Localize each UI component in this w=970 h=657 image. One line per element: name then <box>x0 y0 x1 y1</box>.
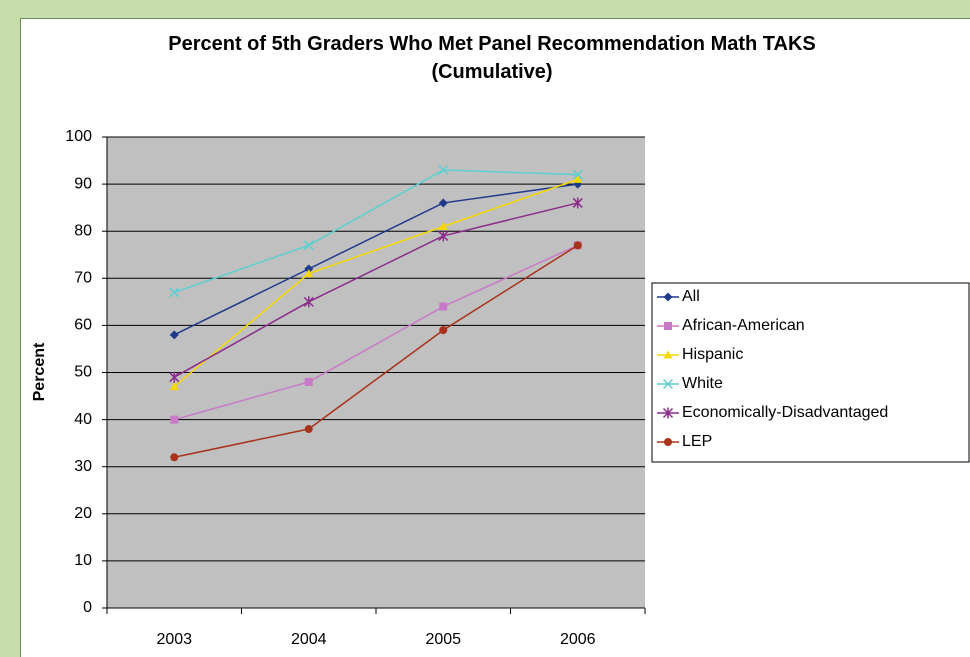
marker <box>439 326 448 335</box>
x-tick-label: 2005 <box>425 631 461 648</box>
legend-label: White <box>682 375 723 392</box>
y-tick-label: 40 <box>74 411 92 428</box>
chart-title: Percent of 5th Graders Who Met Panel Rec… <box>168 33 816 83</box>
marker <box>573 174 583 183</box>
marker <box>664 322 672 330</box>
y-tick-label: 70 <box>74 270 92 287</box>
y-tick-label: 80 <box>74 222 92 239</box>
marker <box>572 197 583 209</box>
marker <box>169 330 179 340</box>
legend-label: Economically-Disadvantaged <box>682 404 888 421</box>
legend-box <box>651 282 970 463</box>
legend-label: LEP <box>682 433 712 450</box>
y-axis-label: Percent <box>31 342 48 401</box>
marker <box>303 296 314 308</box>
marker <box>438 230 449 242</box>
marker <box>169 287 180 298</box>
marker <box>438 198 448 208</box>
marker <box>439 302 448 311</box>
marker <box>572 169 583 180</box>
marker <box>573 241 582 250</box>
y-tick-label: 20 <box>74 505 92 522</box>
y-tick-label: 60 <box>74 317 92 334</box>
marker <box>663 350 673 359</box>
marker <box>304 377 313 386</box>
marker <box>303 240 314 251</box>
series-line <box>174 169 578 294</box>
marker <box>438 221 448 230</box>
marker <box>663 292 673 302</box>
legend-label: All <box>682 288 700 305</box>
series-line <box>173 183 578 336</box>
marker <box>438 164 449 176</box>
y-tick-label: 100 <box>65 128 92 145</box>
legend-label: African-American <box>682 317 805 334</box>
marker <box>304 269 314 278</box>
marker <box>304 264 314 274</box>
marker <box>304 425 313 434</box>
marker <box>170 453 179 462</box>
marker <box>170 415 179 424</box>
y-tick-label: 0 <box>83 599 92 616</box>
y-tick-label: 90 <box>74 175 92 192</box>
marker <box>169 371 180 383</box>
y-tick-label: 30 <box>74 458 92 475</box>
x-tick-label: 2003 <box>156 631 192 648</box>
series-line <box>173 178 578 388</box>
x-tick-label: 2006 <box>560 631 596 648</box>
series-line <box>173 202 578 378</box>
marker <box>662 407 674 419</box>
y-tick-label: 50 <box>74 364 92 381</box>
series-line <box>174 244 579 459</box>
y-tick-label: 10 <box>74 552 92 569</box>
x-tick-label: 2004 <box>291 631 327 648</box>
legend-label: Hispanic <box>682 346 743 363</box>
series-line <box>174 244 579 421</box>
marker <box>169 382 179 391</box>
marker <box>662 378 674 390</box>
marker <box>664 438 672 446</box>
